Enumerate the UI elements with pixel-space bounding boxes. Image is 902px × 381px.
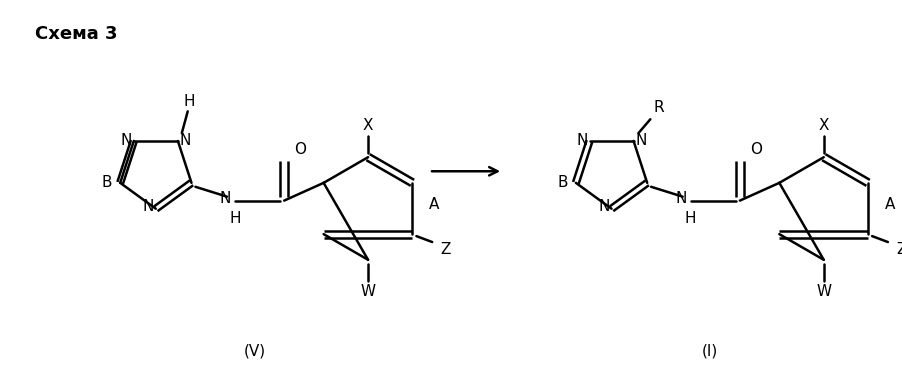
Text: N: N — [598, 199, 610, 214]
Text: O: O — [750, 142, 762, 157]
Text: X: X — [818, 118, 829, 133]
Text: W: W — [361, 284, 375, 299]
Text: Схема 3: Схема 3 — [34, 25, 117, 43]
Text: N: N — [676, 191, 686, 206]
Text: H: H — [229, 211, 241, 226]
Text: Z: Z — [897, 242, 902, 258]
Text: Z: Z — [441, 242, 451, 258]
Text: N: N — [576, 133, 587, 149]
Text: X: X — [363, 118, 373, 133]
Text: N: N — [179, 133, 191, 149]
Text: B: B — [102, 175, 113, 190]
Text: H: H — [685, 211, 696, 226]
Text: A: A — [885, 197, 895, 212]
Text: B: B — [557, 175, 568, 190]
Text: H: H — [184, 94, 196, 109]
Text: N: N — [143, 199, 154, 214]
Text: W: W — [816, 284, 832, 299]
Text: (V): (V) — [244, 343, 266, 358]
Text: O: O — [294, 142, 306, 157]
Text: (I): (I) — [702, 343, 718, 358]
Text: A: A — [429, 197, 439, 212]
Text: N: N — [121, 133, 132, 149]
Text: N: N — [219, 191, 231, 206]
Text: N: N — [636, 133, 647, 149]
Text: R: R — [654, 100, 665, 115]
